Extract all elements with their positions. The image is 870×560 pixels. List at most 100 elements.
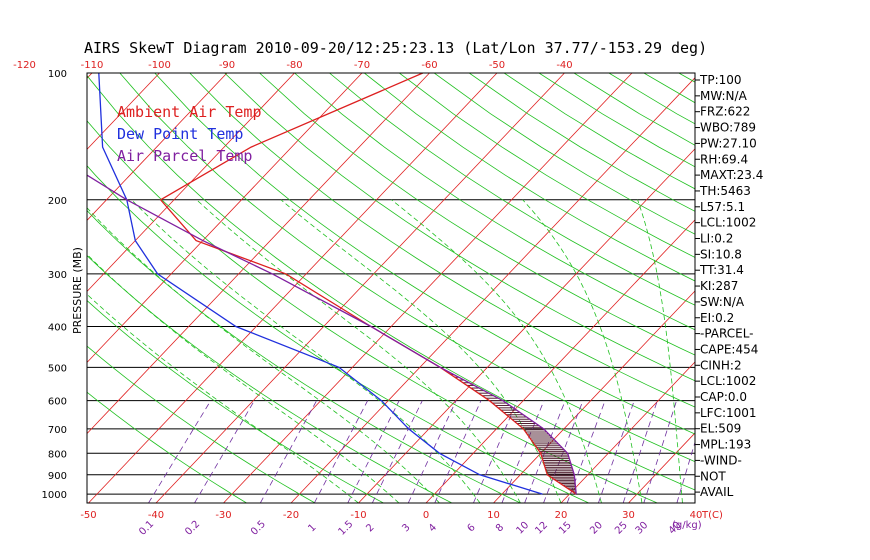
mixing-ratio-line: [371, 400, 423, 503]
top-temperature-tick: -50: [489, 60, 505, 71]
dry-adiabat: [259, 73, 695, 356]
dry-adiabat: [329, 73, 695, 306]
mixing-ratio-tick: 20: [588, 520, 605, 537]
pressure-tick-label: 100: [48, 69, 67, 80]
stability-index: MPL:193: [700, 438, 751, 452]
dry-adiabat: [87, 75, 695, 491]
bottom-temperature-tick: -10: [350, 510, 366, 521]
mixing-ratio-tick: 3: [400, 522, 412, 534]
isotherm-line: [88, 73, 498, 503]
mixing-ratio-line: [676, 440, 695, 503]
top-temperature-tick: -100: [148, 60, 171, 71]
dry-adiabat: [87, 391, 247, 503]
mixing-ratio-line: [643, 400, 677, 503]
isotherm-line: [87, 73, 363, 364]
dry-adiabat: [154, 73, 695, 435]
stability-index: EI:0.2: [700, 311, 734, 325]
isotherm-line: [87, 73, 430, 435]
isotherm-line: [87, 73, 228, 221]
mixing-ratio-line: [148, 400, 212, 503]
mixing-ratio-tick: 30: [634, 520, 651, 537]
stability-index: -WIND-: [700, 453, 742, 467]
moist-adiabat: [87, 293, 359, 503]
bottom-temperature-tick: -30: [215, 510, 231, 521]
stability-index: SI:10.8: [700, 247, 742, 261]
mixing-ratio-line: [347, 400, 400, 503]
stability-index: TT:31.4: [699, 263, 744, 277]
stability-index: MAXT:23.4: [700, 168, 763, 182]
stability-index: -PARCEL-: [700, 327, 754, 341]
dry-adiabat: [119, 73, 695, 463]
top-temperature-tick: -40: [556, 60, 572, 71]
dry-adiabat: [87, 345, 316, 503]
dry-adiabat: [399, 73, 695, 258]
dry-adiabat: [749, 73, 870, 503]
stability-index: SW:N/A: [700, 295, 745, 309]
legend-entry: Dew Point Temp: [117, 125, 243, 143]
mixing-ratio-tick: 10: [514, 520, 531, 537]
pressure-tick-label: 500: [48, 363, 67, 374]
mixing-ratio-line: [473, 400, 518, 503]
mixing-ratio-tick: 25: [613, 520, 630, 537]
pressure-tick-label: 200: [48, 196, 67, 207]
dry-adiabat: [784, 73, 870, 503]
chart-title: AIRS SkewT Diagram 2010-09-20/12:25:23.1…: [84, 39, 707, 57]
dry-adiabat: [468, 73, 695, 212]
isotherm-line: [223, 73, 633, 503]
stability-index: CAPE:454: [700, 342, 758, 356]
mixing-ratio-tick: 0.2: [183, 519, 202, 538]
mixing-ratio-tick: 8: [494, 522, 506, 534]
mixing-ratio-tick: 0.1: [137, 519, 156, 538]
y-axis-title: PRESSURE (MB): [71, 247, 84, 334]
dry-adiabat: [87, 254, 453, 503]
bottom-temperature-tick: -20: [283, 510, 299, 521]
bottom-temperature-tick: -40: [148, 510, 164, 521]
isotherm-line: [764, 73, 870, 503]
pressure-tick-label: 600: [48, 397, 67, 408]
mixing-ratio-unit-label: (g/kg): [672, 520, 702, 531]
top-temperature-tick: -80: [286, 60, 302, 71]
legend-entry: Air Parcel Temp: [117, 147, 252, 165]
stability-index: PW:27.10: [700, 136, 757, 150]
stability-index: RH:69.4: [700, 152, 748, 166]
isotherm-line: [87, 73, 295, 293]
mixing-ratio-line: [598, 400, 635, 503]
isotherm-line: [493, 290, 695, 503]
moist-adiabat: [637, 199, 683, 503]
pressure-tick-label: 800: [48, 449, 67, 460]
dry-adiabat: [87, 165, 589, 503]
temperature-unit-label: T(C): [701, 510, 723, 521]
isotherm-line: [425, 219, 695, 503]
mixing-ratio-line: [501, 400, 545, 503]
plot-frame: [86, 72, 696, 504]
stability-index: WBO:789: [700, 121, 756, 135]
dry-adiabat: [433, 73, 695, 235]
stability-index: MW:N/A: [700, 89, 748, 103]
legend-entry: Ambient Air Temp: [117, 103, 262, 121]
moist-adiabat: [87, 207, 440, 503]
stability-index: CAP:0.0: [700, 390, 747, 404]
isotherm-line: [0, 73, 25, 503]
mixing-ratio-tick: 2: [364, 522, 376, 534]
bottom-temperature-tick: 10: [487, 510, 500, 521]
stability-index: LFC:1001: [700, 406, 757, 420]
isotherm-line: [831, 73, 870, 503]
bottom-temperature-tick: 40: [690, 510, 703, 521]
mixing-ratio-tick: 15: [557, 520, 574, 537]
dry-adiabat: [224, 73, 695, 382]
moist-adiabat: [280, 199, 562, 503]
pressure-tick-label: 900: [48, 471, 67, 482]
mixing-ratio-tick: 4: [427, 522, 439, 534]
isotherm-line: [87, 73, 160, 150]
dry-adiabat: [294, 73, 695, 331]
stability-index: LCL:1002: [700, 216, 756, 230]
stability-index: LCL:1002: [700, 374, 756, 388]
mixing-ratio-tick: 0.5: [249, 519, 268, 538]
dry-adiabat: [189, 73, 695, 408]
dry-adiabat: [364, 73, 695, 282]
stability-index: CINH:2: [700, 358, 742, 372]
dry-adiabat: [87, 210, 521, 503]
moist-adiabat: [391, 199, 602, 503]
dew-point-temp-line: [98, 73, 543, 495]
